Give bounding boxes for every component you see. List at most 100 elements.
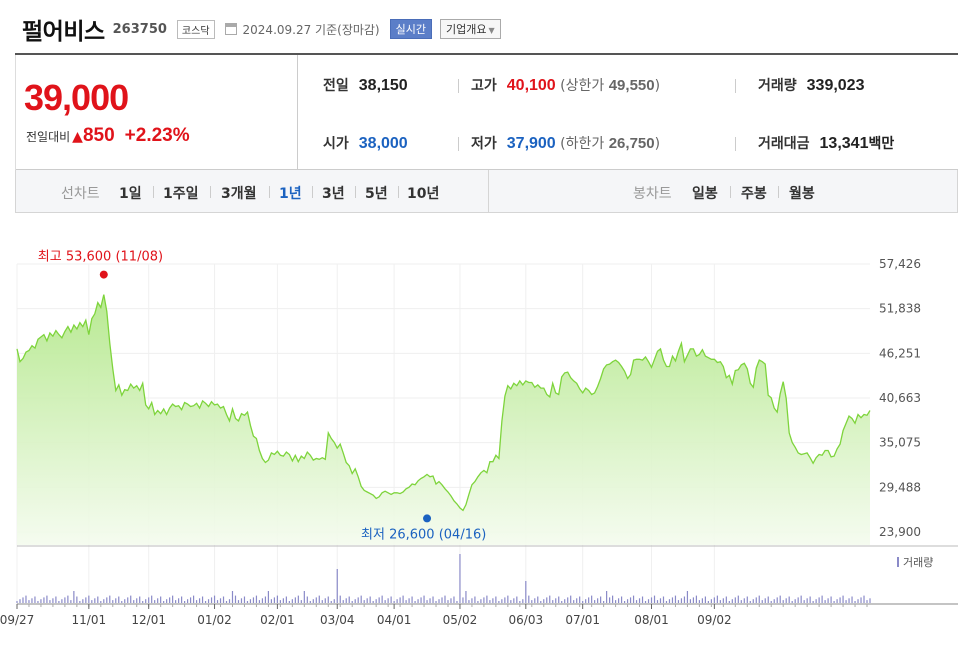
volume-bar [37, 601, 39, 603]
volume-bar [207, 599, 210, 603]
volume-bar [755, 597, 757, 603]
current-price: 39,000 [24, 77, 129, 118]
tab-1week[interactable]: 1주일 [163, 186, 199, 202]
volume-bar [192, 595, 195, 603]
stock-code: 263750 [112, 21, 167, 37]
volume-bar [414, 601, 416, 603]
volume-bar [166, 599, 168, 603]
tab-1year[interactable]: 1년 [279, 186, 302, 202]
volume-bar [279, 600, 281, 603]
volume-bar [830, 596, 832, 603]
volume-bar [243, 596, 246, 603]
volume-bar [136, 598, 138, 603]
tab-10year[interactable]: 10년 [407, 186, 440, 202]
volume-bar [617, 598, 620, 603]
volume-bar [597, 598, 599, 603]
tab-1day[interactable]: 1일 [119, 186, 142, 202]
volume-bar [411, 596, 413, 603]
low-marker [423, 514, 432, 523]
volume-bar [273, 597, 275, 603]
y-tick-label: 57,426 [879, 257, 921, 271]
volume-bar [734, 597, 736, 603]
x-tick-label: 07/01 [565, 613, 600, 627]
volume-bar [381, 595, 383, 603]
tab-3month[interactable]: 3개월 [221, 186, 257, 202]
volume-bar [609, 597, 611, 603]
volume-bar [366, 598, 368, 603]
divider [458, 79, 459, 93]
volume-bar [333, 599, 335, 603]
volume-bar [28, 600, 30, 603]
volume-bar [812, 601, 814, 603]
tab-5year[interactable]: 5년 [365, 186, 388, 202]
volume-bar [357, 597, 359, 603]
volume-bar [303, 591, 305, 603]
volume-bar [100, 601, 102, 603]
volume-bar [49, 600, 51, 603]
volume-bar [453, 596, 455, 603]
tab-monthly-candle[interactable]: 월봉 [789, 186, 815, 202]
volume-bar [552, 600, 554, 603]
price-area-fill [17, 294, 870, 545]
stock-header: 펄어비스 263750 코스닥 2024.09.27 기준(장마감) 실시간 기… [22, 10, 501, 48]
volume-bar [189, 597, 192, 603]
volume-bar [833, 601, 835, 603]
volume-bar [154, 600, 156, 603]
volume-bar [228, 599, 231, 603]
volume-bar [234, 595, 237, 603]
volume-bar [225, 601, 228, 603]
volume-bar [686, 591, 689, 603]
volume-bar [378, 597, 380, 603]
volume-bar [582, 601, 584, 603]
volume-bar [435, 601, 437, 603]
volume-bar [112, 600, 114, 603]
company-overview-dropdown[interactable]: 기업개요 ▼ [440, 19, 501, 39]
tab-weekly-candle[interactable]: 주봉 [741, 186, 767, 202]
trade-value-label: 거래대금 [758, 136, 810, 152]
volume-bar [118, 596, 120, 603]
volume-bar [641, 596, 644, 603]
y-tick-label: 23,900 [879, 525, 921, 539]
volume-bar [773, 599, 775, 603]
lower-limit: (하한가 26,750) [560, 135, 661, 152]
volume-bar [345, 598, 347, 603]
volume-bar [450, 598, 452, 603]
volume-bar [145, 599, 147, 603]
volume-bar [629, 597, 632, 603]
volume-bar [384, 600, 386, 603]
volume-bar [468, 600, 470, 603]
volume-bar [662, 596, 665, 603]
y-tick-label: 46,251 [879, 346, 921, 360]
volume-bar [408, 598, 410, 603]
volume-bar [399, 597, 401, 603]
volume-bar [219, 598, 222, 603]
volume-bar [794, 599, 796, 603]
tab-3year[interactable]: 3년 [322, 186, 345, 202]
volume-bar [501, 599, 503, 603]
tab-daily-candle[interactable]: 일봉 [692, 186, 718, 202]
volume-bar [809, 596, 811, 603]
trade-value-value: 13,341 [819, 135, 869, 152]
volume-bar [752, 599, 754, 603]
lower-limit-label: 하한가 [565, 136, 605, 152]
volume-bar [749, 601, 751, 603]
volume-bar [528, 595, 530, 603]
candle-chart-label: 봉차트 [633, 186, 672, 202]
volume-bar [61, 599, 63, 603]
realtime-button[interactable]: 실시간 [389, 19, 432, 39]
x-tick-label: 09/02 [697, 613, 732, 627]
divider [458, 137, 459, 151]
prev-close-label: 전일 [323, 78, 349, 94]
volume-bar [725, 596, 727, 603]
volume-bar [351, 601, 353, 603]
volume-bar [531, 600, 533, 603]
volume-bar [680, 598, 683, 603]
volume-bar [746, 596, 748, 603]
volume-bar [863, 595, 865, 603]
volume-bar [860, 597, 862, 603]
volume-bar [803, 600, 805, 603]
volume-bar [869, 598, 871, 603]
volume-bar [498, 601, 500, 603]
volume-bar [785, 598, 787, 603]
volume-bar [261, 598, 264, 603]
